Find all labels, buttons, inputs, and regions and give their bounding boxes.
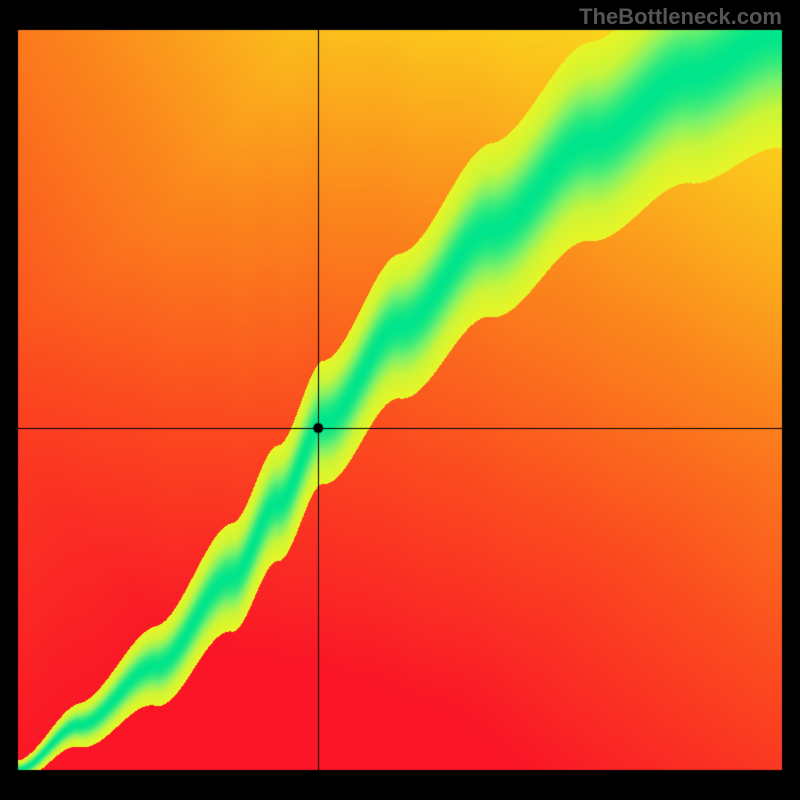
heatmap-canvas (0, 0, 800, 800)
watermark-text: TheBottleneck.com (579, 4, 782, 30)
chart-container: TheBottleneck.com (0, 0, 800, 800)
